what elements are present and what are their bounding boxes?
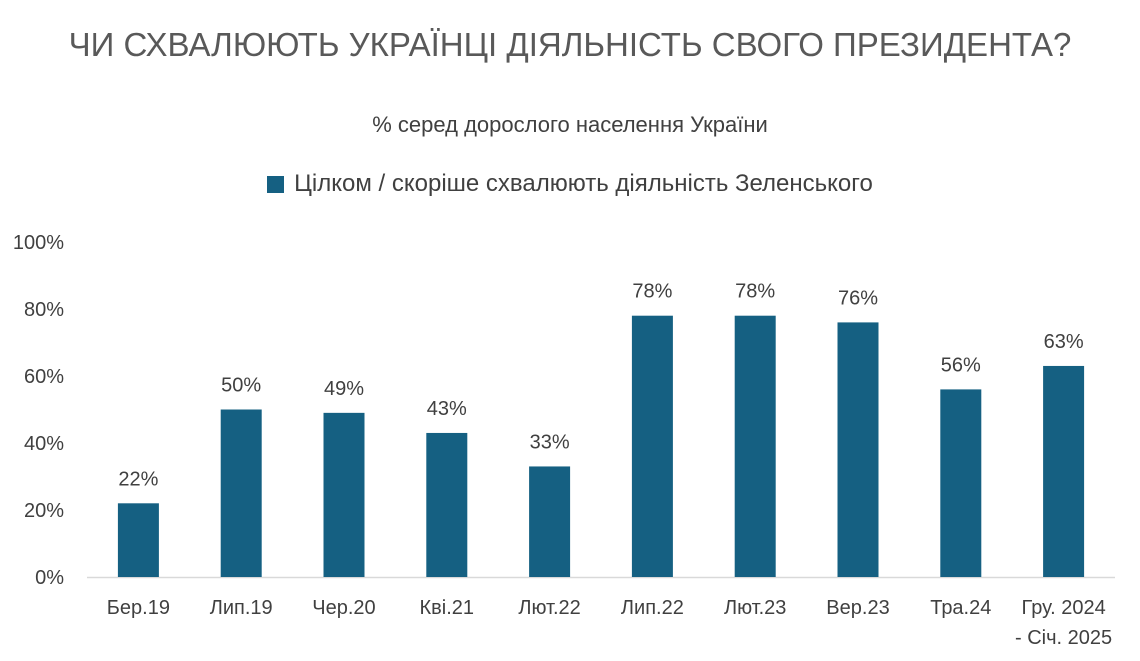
data-label: 49%: [324, 378, 364, 400]
bar: [734, 315, 776, 577]
data-label: 22%: [118, 468, 158, 490]
bar: [117, 503, 159, 577]
legend: Цілком / скоріше схвалюють діяльність Зе…: [0, 170, 1140, 198]
category-label: Лип.22: [621, 597, 684, 619]
data-label: 63%: [1044, 331, 1084, 353]
data-label: 78%: [632, 281, 672, 303]
y-tick-label: 20%: [24, 500, 64, 522]
category-label: Лип.19: [210, 597, 273, 619]
bar: [220, 409, 262, 577]
bar: [1043, 365, 1085, 577]
category-label: Тра.24: [930, 597, 991, 619]
bar: [837, 322, 879, 577]
bar: [940, 389, 982, 577]
data-label: 33%: [530, 431, 570, 453]
y-tick-label: 40%: [24, 433, 64, 455]
bar: [529, 466, 571, 577]
data-label: 76%: [838, 287, 878, 309]
bar: [426, 432, 468, 577]
y-tick-label: 100%: [13, 232, 64, 254]
category-label: Кві.21: [420, 597, 475, 619]
data-label: 78%: [735, 281, 775, 303]
category-label: Лют.22: [518, 597, 580, 619]
data-label: 56%: [941, 354, 981, 376]
bar: [323, 412, 365, 577]
category-label: - Січ. 2025: [1015, 627, 1112, 649]
category-label: Чер.20: [312, 597, 375, 619]
category-label: Гру. 2024: [1021, 597, 1105, 619]
legend-label: Цілком / скоріше схвалюють діяльність Зе…: [294, 170, 873, 197]
bar: [631, 315, 673, 577]
legend-swatch: [267, 175, 285, 193]
chart-subtitle: % серед дорослого населення України: [372, 112, 768, 137]
y-tick-label: 0%: [35, 567, 64, 589]
y-tick-label: 60%: [24, 366, 64, 388]
data-label: 50%: [221, 375, 261, 397]
category-label: Лют.23: [724, 597, 786, 619]
chart-title: ЧИ СХВАЛЮЮТЬ УКРАЇНЦІ ДІЯЛЬНІСТЬ СВОГО П…: [68, 26, 1072, 63]
y-tick-label: 80%: [24, 299, 64, 321]
category-label: Вер.23: [826, 597, 889, 619]
category-label: Бер.19: [107, 597, 170, 619]
data-label: 43%: [427, 398, 467, 420]
